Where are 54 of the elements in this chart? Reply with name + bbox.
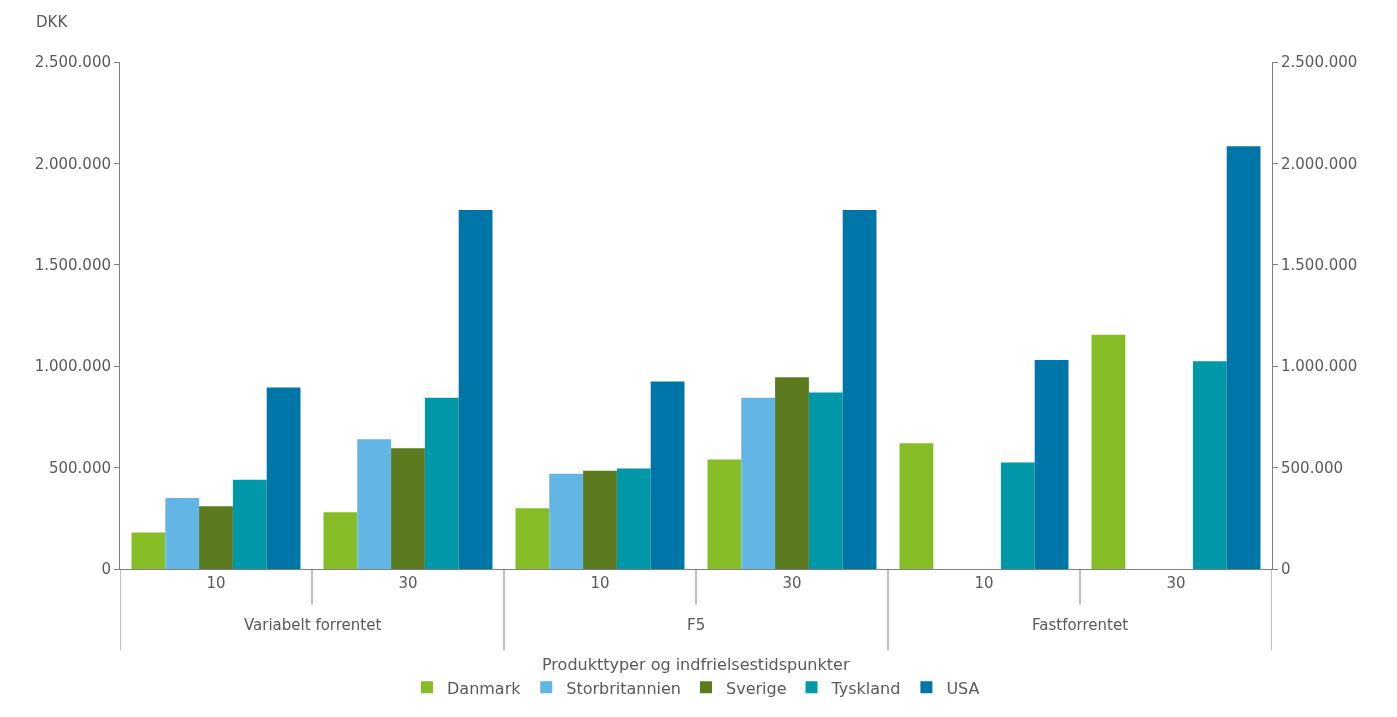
bar xyxy=(424,397,459,569)
bar xyxy=(323,512,358,569)
bar xyxy=(1226,146,1261,569)
bar xyxy=(515,508,550,569)
y-tick-label: 2.000.000 xyxy=(34,154,111,173)
x-tick-label: 30 xyxy=(782,574,802,592)
bar xyxy=(232,479,267,569)
legend-label: Sverige xyxy=(726,678,787,698)
bar xyxy=(808,392,843,569)
bar xyxy=(165,498,200,569)
y2-tick-label: 2.000.000 xyxy=(1281,154,1358,173)
y-tick-label: 1.500.000 xyxy=(34,256,111,275)
y2-tick-label: 2.500.000 xyxy=(1281,53,1358,72)
bar xyxy=(775,377,809,569)
x-tick-label: 30 xyxy=(1166,574,1186,592)
y-tick-label: 2.500.000 xyxy=(34,53,111,72)
bar xyxy=(357,439,392,569)
bar xyxy=(131,532,166,569)
bar xyxy=(391,448,425,569)
bar xyxy=(707,459,742,569)
text: Variabelt forrentet xyxy=(244,616,382,634)
text: Fastforrentet xyxy=(1032,616,1129,634)
y2-tick-label: 1.500.000 xyxy=(1281,256,1358,275)
y-tick-label: 0 xyxy=(101,560,111,579)
bar xyxy=(1000,462,1035,569)
bar xyxy=(1091,334,1126,569)
x-tick-label: 10 xyxy=(590,574,610,592)
legend-label: USA xyxy=(946,678,980,698)
x-axis-title: Produkttyper og indfrielsestidspunkter xyxy=(542,655,850,674)
legend-label: Danmark xyxy=(447,678,522,698)
x-tick-label: 10 xyxy=(206,574,226,592)
bar xyxy=(1034,360,1069,569)
y2-tick-label: 1.000.000 xyxy=(1281,357,1358,376)
y2-tick-label: 0 xyxy=(1281,560,1291,579)
bar xyxy=(458,210,493,569)
legend-label: Storbritannien xyxy=(566,678,681,698)
y-tick-label: 500.000 xyxy=(48,458,111,477)
x-tick-label: 30 xyxy=(398,574,418,592)
y-tick-label: 1.000.000 xyxy=(34,357,111,376)
legend-label: Tyskland xyxy=(830,678,901,698)
y2-tick-label: 500.000 xyxy=(1281,458,1344,477)
bar xyxy=(650,381,685,569)
x-tick-label: 10 xyxy=(974,574,994,592)
bar xyxy=(899,443,934,569)
y-axis-title: DKK xyxy=(36,13,69,31)
text: F5 xyxy=(687,616,706,634)
bar xyxy=(842,210,877,569)
bar xyxy=(616,468,651,569)
bar xyxy=(199,506,233,569)
bar xyxy=(549,473,584,569)
bar xyxy=(1192,361,1227,569)
bar xyxy=(583,470,617,569)
bar xyxy=(741,397,776,569)
bar xyxy=(266,387,301,569)
